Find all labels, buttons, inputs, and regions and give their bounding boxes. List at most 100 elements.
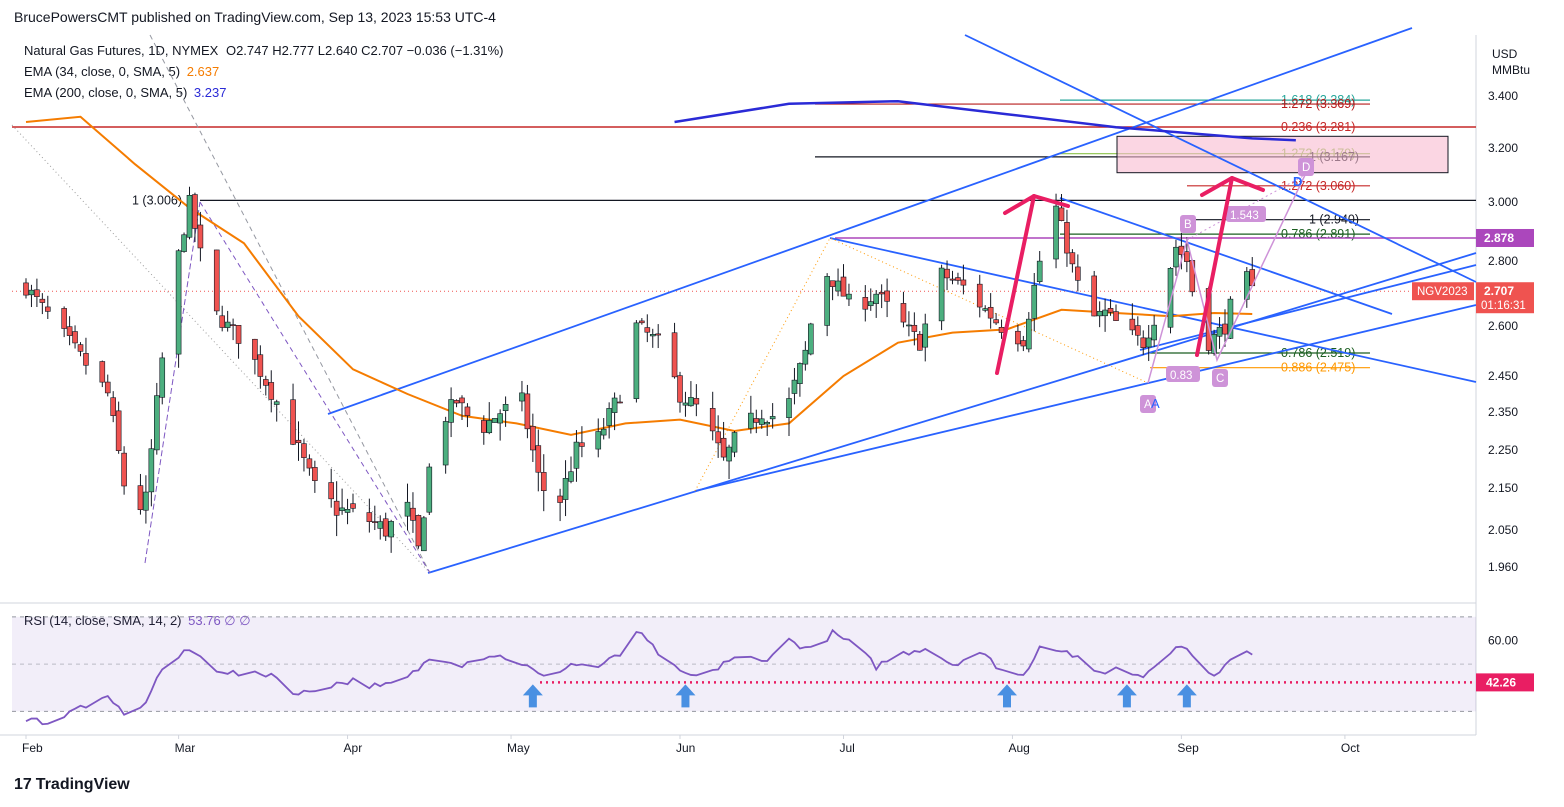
price-candle[interactable] xyxy=(491,418,498,423)
price-candle[interactable] xyxy=(835,268,841,297)
tradingview-footer[interactable]: 17 TradingView xyxy=(14,776,130,794)
price-candle[interactable] xyxy=(268,370,275,413)
price-candle[interactable] xyxy=(181,232,187,253)
price-candle[interactable] xyxy=(976,274,983,318)
price-candle[interactable] xyxy=(1102,298,1108,332)
price-candle[interactable] xyxy=(301,438,307,472)
price-candle[interactable] xyxy=(758,409,765,429)
price-candle[interactable] xyxy=(786,387,792,437)
price-candle[interactable] xyxy=(1026,312,1032,353)
price-candle[interactable] xyxy=(23,278,29,299)
price-candle[interactable] xyxy=(28,284,35,308)
price-candle[interactable] xyxy=(115,401,122,454)
falling-trendline[interactable] xyxy=(829,237,1477,383)
price-candle[interactable] xyxy=(655,324,662,349)
price-candle[interactable] xyxy=(72,325,78,349)
price-candle[interactable] xyxy=(148,439,155,507)
price-candle[interactable] xyxy=(415,514,422,549)
price-candle[interactable] xyxy=(824,273,830,337)
price-candle[interactable] xyxy=(426,463,433,516)
price-candle[interactable] xyxy=(219,305,225,332)
price-candle[interactable] xyxy=(252,338,258,375)
price-candle[interactable] xyxy=(709,391,716,441)
aug-resistance-trendline[interactable] xyxy=(1059,197,1393,315)
price-candle[interactable] xyxy=(1069,249,1076,273)
price-candle[interactable] xyxy=(224,310,231,332)
price-candle[interactable] xyxy=(39,293,46,315)
price-candle[interactable] xyxy=(143,475,149,524)
price-candle[interactable] xyxy=(377,515,384,540)
price-candle[interactable] xyxy=(453,399,460,408)
price-candle[interactable] xyxy=(960,264,967,295)
price-candle[interactable] xyxy=(911,312,918,346)
price-candle[interactable] xyxy=(1031,272,1038,332)
price-candle[interactable] xyxy=(1222,309,1228,347)
price-candle[interactable] xyxy=(649,328,656,348)
channel-upper-trendline[interactable] xyxy=(327,27,1413,415)
price-candle[interactable] xyxy=(878,284,885,309)
price-candle[interactable] xyxy=(1216,317,1223,349)
price-candle[interactable] xyxy=(797,362,803,397)
price-candle[interactable] xyxy=(753,409,760,434)
price-candle[interactable] xyxy=(1015,324,1021,352)
price-candle[interactable] xyxy=(66,316,73,346)
price-candle[interactable] xyxy=(573,430,580,482)
price-candle[interactable] xyxy=(1053,193,1059,269)
price-candle[interactable] xyxy=(1140,330,1147,355)
price-candle[interactable] xyxy=(677,371,683,413)
price-candle[interactable] xyxy=(955,272,961,285)
rising-trendline[interactable] xyxy=(1139,264,1477,351)
price-candle[interactable] xyxy=(137,473,144,515)
pattern-label-box[interactable] xyxy=(1212,369,1228,387)
price-candle[interactable] xyxy=(197,211,204,262)
price-candle[interactable] xyxy=(900,291,907,328)
price-candle[interactable] xyxy=(606,402,612,439)
support-trendline[interactable] xyxy=(694,304,1477,492)
price-candle[interactable] xyxy=(906,311,912,337)
price-candle[interactable] xyxy=(99,360,106,388)
price-candle[interactable] xyxy=(1075,254,1081,292)
price-candle[interactable] xyxy=(987,293,994,329)
price-candle[interactable] xyxy=(726,444,732,480)
price-candle[interactable] xyxy=(769,403,776,429)
price-candle[interactable] xyxy=(388,519,394,553)
price-candle[interactable] xyxy=(1244,267,1250,308)
rsi-line[interactable] xyxy=(25,628,1253,726)
price-candle[interactable] xyxy=(731,431,738,458)
price-candle[interactable] xyxy=(502,396,509,427)
pattern-label-box[interactable] xyxy=(1298,158,1314,176)
price-candle[interactable] xyxy=(611,392,618,431)
price-candle[interactable] xyxy=(448,387,454,438)
bullish-arrow-1[interactable] xyxy=(995,194,1070,375)
price-candle[interactable] xyxy=(273,399,280,422)
price-candle[interactable] xyxy=(1129,303,1136,336)
price-candle[interactable] xyxy=(764,420,771,436)
price-candle[interactable] xyxy=(1091,270,1097,317)
price-candle[interactable] xyxy=(982,305,989,313)
price-candle[interactable] xyxy=(235,325,242,359)
price-candle[interactable] xyxy=(175,249,182,368)
price-candle[interactable] xyxy=(791,367,798,405)
price-candle[interactable] xyxy=(524,384,531,439)
price-candle[interactable] xyxy=(262,375,269,396)
price-candle[interactable] xyxy=(1135,316,1141,346)
price-candle[interactable] xyxy=(1058,193,1065,222)
price-candle[interactable] xyxy=(404,483,411,531)
price-candle[interactable] xyxy=(840,264,847,297)
current-price-tag[interactable] xyxy=(1476,282,1534,314)
price-candle[interactable] xyxy=(1113,304,1119,322)
price-candle[interactable] xyxy=(344,498,351,525)
price-candle[interactable] xyxy=(410,492,416,533)
price-candle[interactable] xyxy=(568,456,574,484)
price-candle[interactable] xyxy=(579,426,585,458)
price-candle[interactable] xyxy=(312,460,318,493)
price-candle[interactable] xyxy=(829,280,836,301)
price-candle[interactable] xyxy=(442,416,449,474)
price-candle[interactable] xyxy=(110,391,116,423)
price-candle[interactable] xyxy=(922,313,929,362)
price-candle[interactable] xyxy=(519,380,525,412)
price-candle[interactable] xyxy=(1064,209,1070,267)
price-candle[interactable] xyxy=(34,278,40,308)
ema200-legend[interactable]: EMA (200, close, 0, SMA, 5) 3.237 xyxy=(24,85,226,100)
